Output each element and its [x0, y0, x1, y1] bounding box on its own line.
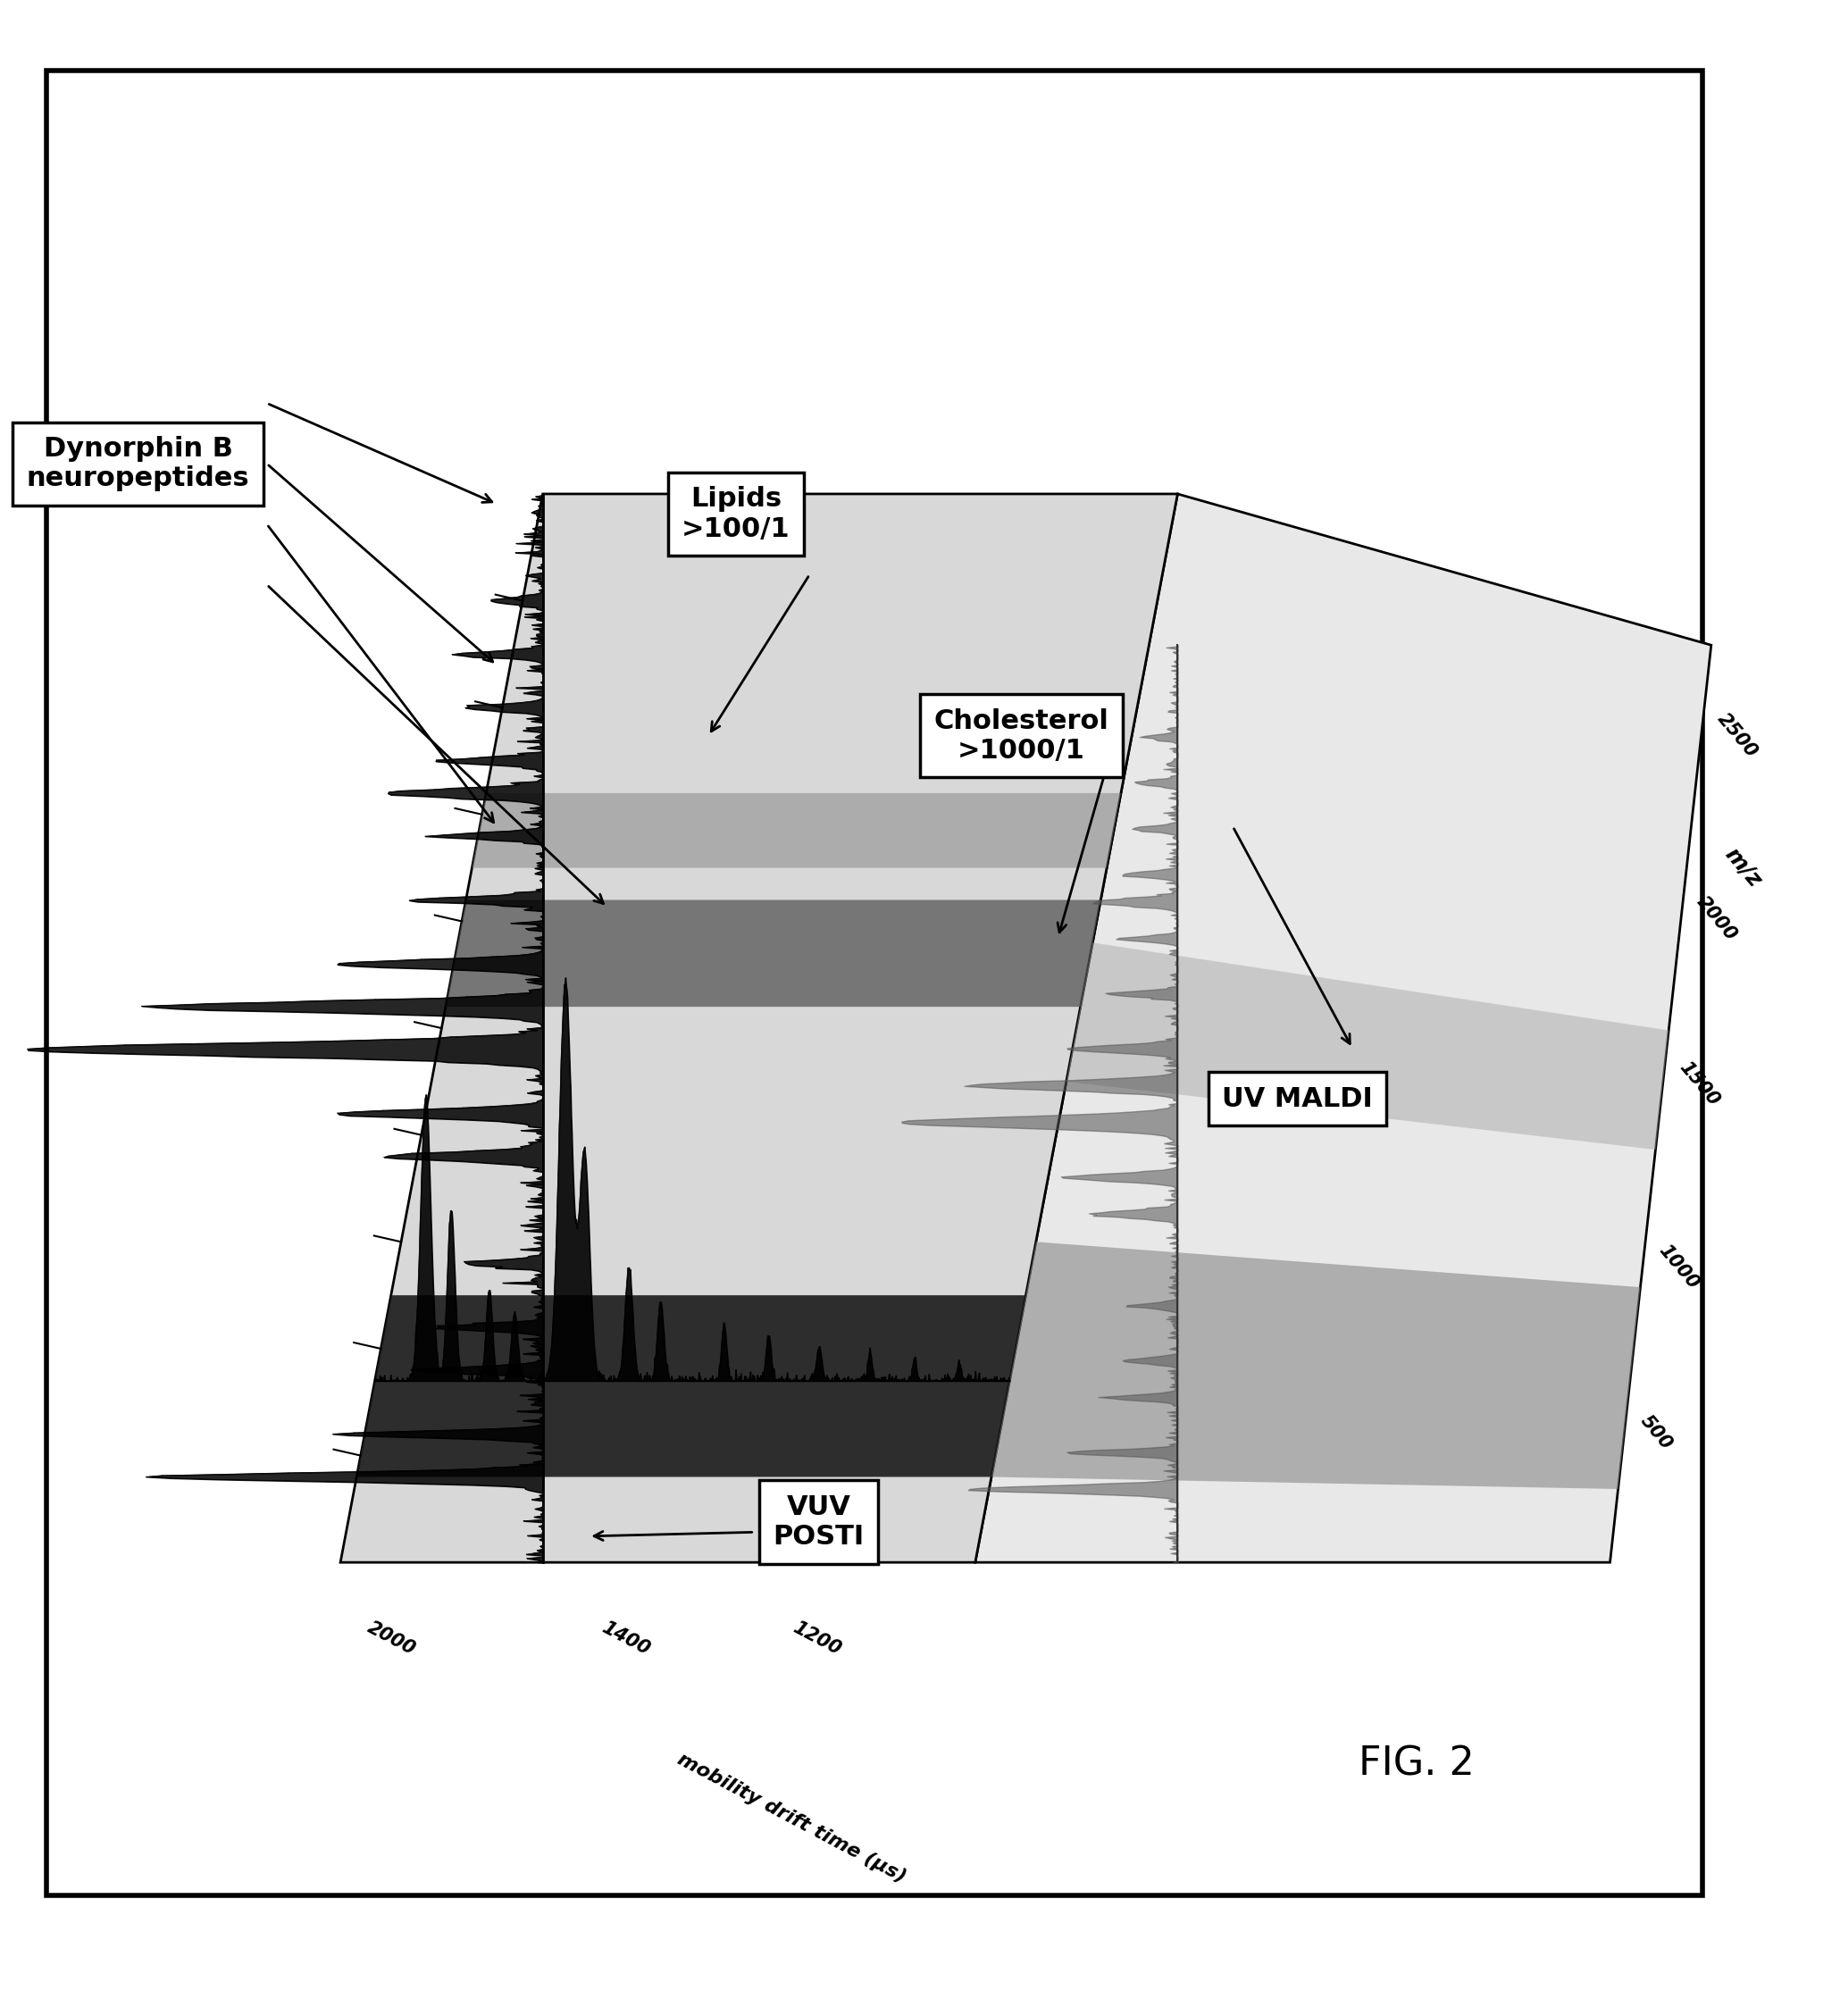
Polygon shape — [340, 494, 1178, 1562]
Polygon shape — [357, 1294, 1027, 1478]
Text: VUV
POSTI: VUV POSTI — [773, 1494, 865, 1550]
FancyBboxPatch shape — [46, 71, 1702, 1895]
Text: FIG. 2: FIG. 2 — [1358, 1744, 1476, 1784]
Text: Lipids
>100/1: Lipids >100/1 — [681, 486, 791, 542]
Polygon shape — [992, 1242, 1641, 1490]
Text: Dynorphin B
neuropeptides: Dynorphin B neuropeptides — [26, 435, 250, 492]
Text: Cholesterol
>1000/1: Cholesterol >1000/1 — [933, 708, 1110, 764]
Text: 1000: 1000 — [1656, 1242, 1702, 1292]
Text: m/z: m/z — [1720, 843, 1765, 891]
Polygon shape — [471, 792, 1121, 867]
Text: 1200: 1200 — [789, 1619, 843, 1659]
Text: 2000: 2000 — [1693, 893, 1741, 943]
Text: 2500: 2500 — [1713, 710, 1761, 760]
Text: mobility drift time (µs): mobility drift time (µs) — [673, 1750, 909, 1887]
Polygon shape — [975, 494, 1711, 1562]
Text: 2000: 2000 — [364, 1619, 418, 1659]
Polygon shape — [445, 899, 1100, 1006]
Text: 1500: 1500 — [1674, 1058, 1722, 1109]
Text: UV MALDI: UV MALDI — [1222, 1087, 1373, 1111]
Text: 1400: 1400 — [600, 1619, 653, 1659]
Polygon shape — [1067, 943, 1669, 1149]
Text: 500: 500 — [1638, 1411, 1676, 1454]
